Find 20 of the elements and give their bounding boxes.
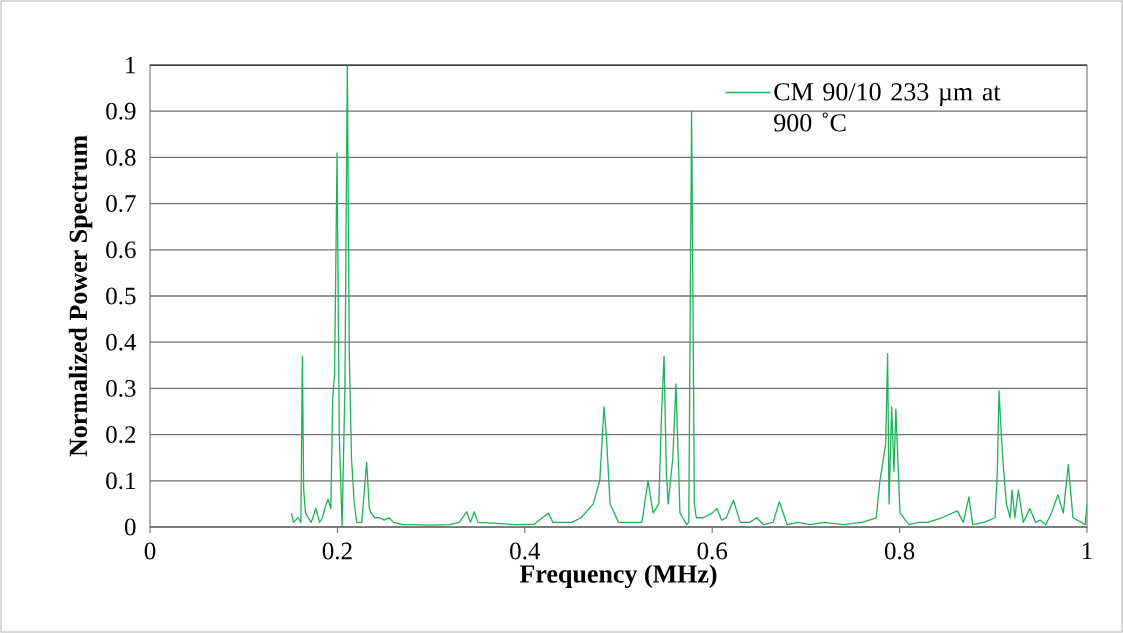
- x-tick-label: 1: [1082, 542, 1092, 560]
- x-tick-label: 0.4: [510, 542, 541, 560]
- y-tick-label: 0.7: [106, 195, 136, 213]
- y-tick-label: 0.5: [106, 287, 136, 305]
- x-tick-label: 0.2: [322, 542, 352, 560]
- y-tick-label: 0.8: [106, 148, 136, 166]
- y-axis-title: Normalized Power Spectrum: [68, 135, 93, 457]
- y-tick-label: 0.4: [106, 333, 137, 351]
- y-tick-label: 0.3: [106, 379, 136, 397]
- y-tick-label: 0.6: [106, 241, 136, 259]
- x-tick-label: 0.8: [884, 542, 915, 560]
- y-tick-label: 0.2: [106, 426, 136, 444]
- y-tick-label: 0: [124, 518, 136, 536]
- x-axis-title: Frequency (MHz): [519, 564, 717, 589]
- y-tick-label: 0.9: [106, 102, 136, 120]
- y-tick-label: 1: [126, 56, 135, 74]
- legend-label: CM 90/10 233 µm at 900 ˚C: [774, 83, 1001, 132]
- y-tick-label: 0.1: [106, 472, 135, 490]
- x-tick-label: 0: [144, 542, 156, 560]
- x-tick-label: 0.6: [697, 542, 728, 560]
